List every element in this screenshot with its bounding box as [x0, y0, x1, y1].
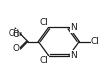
- Text: O: O: [12, 44, 19, 53]
- Text: Cl: Cl: [40, 56, 49, 65]
- Text: O: O: [12, 30, 19, 39]
- Text: Cl: Cl: [40, 18, 49, 27]
- Text: N: N: [70, 51, 77, 60]
- Text: Cl: Cl: [91, 37, 100, 46]
- Text: CH₃: CH₃: [8, 29, 22, 38]
- Text: N: N: [70, 23, 77, 32]
